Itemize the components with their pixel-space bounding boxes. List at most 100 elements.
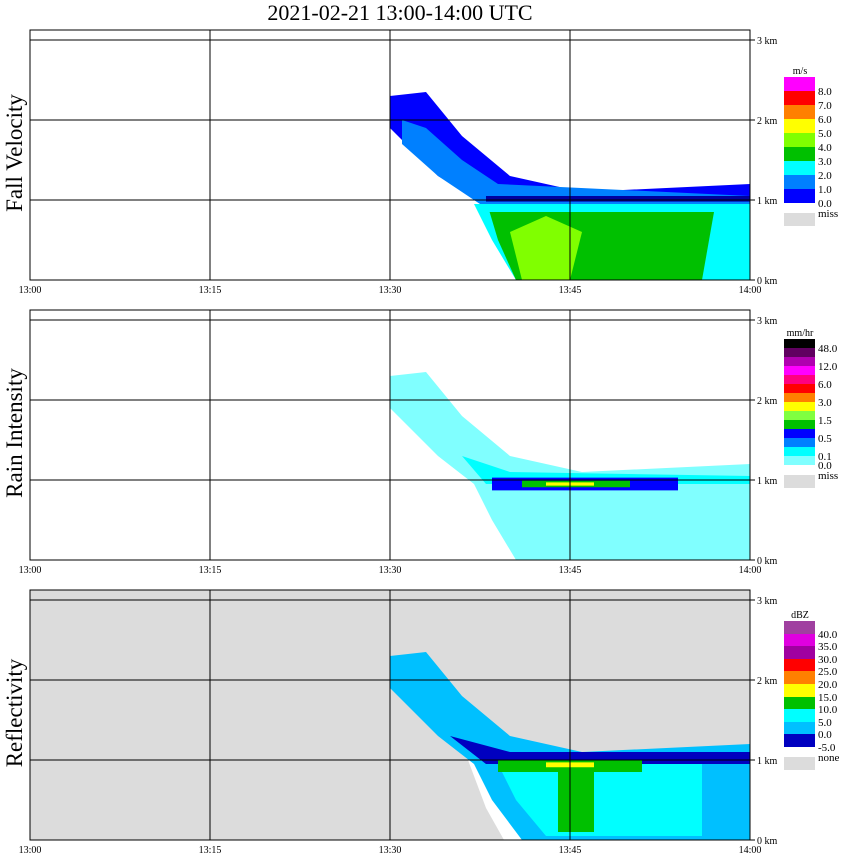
colorbar-swatch: 25.0 bbox=[784, 658, 837, 678]
y-tick-label: 2 km bbox=[757, 116, 778, 127]
x-tick-label: 13:30 bbox=[379, 565, 402, 576]
colorbar-legend: mm/hr 48.0 12.0 6.0 3.0 1.5 0.5 0.1 0.0 miss bbox=[784, 328, 848, 488]
colorbar-swatch: 0.0 bbox=[784, 721, 832, 741]
colorbar-swatch: 5.0 bbox=[784, 119, 832, 140]
missing-label: miss bbox=[818, 208, 839, 220]
colorbar-unit: m/s bbox=[792, 66, 808, 77]
colorbar-label: 48.0 bbox=[818, 343, 838, 355]
colorbar-swatch: 6.0 bbox=[784, 105, 832, 126]
panel-rain-intensity: Rain Intensity 13:00 13:15 13:30 13:45 14:00 0… bbox=[0, 0, 850, 576]
colorbar-label: 5.0 bbox=[818, 716, 832, 729]
x-tick-label: 14:00 bbox=[739, 845, 762, 856]
colorbar-swatch bbox=[784, 366, 815, 375]
colorbar-swatch: 7.0 bbox=[784, 91, 832, 112]
colorbar-label: 35.0 bbox=[818, 641, 838, 654]
colorbar-label: 6.0 bbox=[818, 379, 832, 391]
y-tick-label: 3 km bbox=[757, 316, 778, 327]
colorbar-label: 30.0 bbox=[818, 653, 838, 666]
echo-region bbox=[498, 764, 702, 836]
missing-label: miss bbox=[818, 470, 839, 482]
y-tick-label: 0 km bbox=[757, 836, 778, 847]
colorbar-label: 8.0 bbox=[818, 86, 832, 98]
colorbar-swatch: -5.0 bbox=[784, 734, 835, 754]
colorbar-label: 0.0 bbox=[818, 198, 832, 210]
colorbar-swatch: 1.5 bbox=[784, 411, 832, 427]
missing-swatch: none bbox=[784, 752, 839, 770]
colorbar-swatch bbox=[784, 402, 815, 411]
colorbar-label: 10.0 bbox=[818, 704, 838, 717]
colorbar-label: 3.0 bbox=[818, 397, 832, 409]
y-tick-label: 1 km bbox=[757, 196, 778, 207]
colorbar-label: 1.0 bbox=[818, 184, 832, 196]
y-tick-label: 2 km bbox=[757, 676, 778, 687]
plot-frame bbox=[29, 29, 751, 281]
x-tick-label: 13:00 bbox=[19, 845, 42, 856]
x-tick-label: 13:30 bbox=[379, 845, 402, 856]
x-tick-label: 13:15 bbox=[199, 845, 222, 856]
colorbar-swatch: 1.0 bbox=[784, 175, 832, 196]
x-tick-label: 13:45 bbox=[559, 565, 582, 576]
colorbar-swatch bbox=[784, 438, 815, 447]
colorbar-swatch: 6.0 bbox=[784, 375, 832, 391]
plot-frame bbox=[29, 309, 751, 561]
colorbar-label: 15.0 bbox=[818, 691, 838, 704]
x-tick-label: 13:00 bbox=[19, 285, 42, 296]
colorbar-swatch: 3.0 bbox=[784, 393, 832, 409]
colorbar-label: 6.0 bbox=[818, 114, 832, 126]
missing-swatch: miss bbox=[784, 470, 838, 488]
y-tick-label: 0 km bbox=[757, 556, 778, 567]
colorbar-swatch: 0.0 bbox=[784, 189, 832, 210]
x-tick-label: 13:45 bbox=[559, 845, 582, 856]
colorbar-swatch: 35.0 bbox=[784, 633, 837, 653]
colorbar-swatch: 4.0 bbox=[784, 133, 832, 154]
colorbar-label: -5.0 bbox=[818, 741, 836, 754]
missing-swatch: miss bbox=[784, 208, 838, 226]
colorbar-swatch: 0.5 bbox=[784, 429, 832, 445]
echo-region bbox=[510, 216, 582, 280]
colorbar-label: 25.0 bbox=[818, 666, 838, 679]
x-tick-label: 13:00 bbox=[19, 565, 42, 576]
y-tick-label: 0 km bbox=[757, 276, 778, 287]
colorbar-label: 1.5 bbox=[818, 415, 832, 427]
y-tick-label: 1 km bbox=[757, 476, 778, 487]
x-tick-label: 14:00 bbox=[739, 565, 762, 576]
colorbar-label: 4.0 bbox=[818, 142, 832, 154]
colorbar-swatch: 40.0 bbox=[784, 621, 837, 641]
y-tick-label: 3 km bbox=[757, 596, 778, 607]
colorbar-label: 12.0 bbox=[818, 361, 838, 373]
y-tick-label: 1 km bbox=[757, 756, 778, 767]
colorbar-label: 3.0 bbox=[818, 156, 832, 168]
colorbar-label: 0.0 bbox=[818, 460, 832, 472]
x-tick-label: 13:15 bbox=[199, 285, 222, 296]
colorbar-swatch: 48.0 bbox=[784, 339, 837, 355]
colorbar-label: 0.1 bbox=[818, 451, 832, 463]
y-tick-label: 3 km bbox=[757, 36, 778, 47]
colorbar-label: 40.0 bbox=[818, 628, 838, 641]
echo-region bbox=[390, 372, 750, 560]
colorbar-swatch: 3.0 bbox=[784, 147, 832, 168]
colorbar-swatch: 5.0 bbox=[784, 709, 832, 729]
colorbar-label: 7.0 bbox=[818, 100, 832, 112]
y-tick-label: 2 km bbox=[757, 396, 778, 407]
colorbar-swatch bbox=[784, 384, 815, 393]
echo-region bbox=[462, 456, 750, 484]
plot-frame bbox=[29, 589, 751, 841]
colorbar-swatch: 10.0 bbox=[784, 696, 837, 716]
colorbar-swatch: 0.0 bbox=[784, 456, 832, 472]
echo-region bbox=[558, 772, 594, 832]
colorbar-label: 0.5 bbox=[818, 433, 832, 445]
colorbar-swatch bbox=[784, 348, 815, 357]
colorbar-swatch bbox=[784, 420, 815, 429]
x-tick-label: 14:00 bbox=[739, 285, 762, 296]
missing-label: none bbox=[818, 751, 840, 764]
x-tick-label: 13:15 bbox=[199, 565, 222, 576]
panel-fall-velocity: Fall Velocity 13:00 13:15 13:30 13:45 14:00 0 … bbox=[0, 0, 850, 296]
colorbar-label: 2.0 bbox=[818, 170, 832, 182]
x-tick-label: 13:30 bbox=[379, 285, 402, 296]
colorbar-swatch: 0.1 bbox=[784, 447, 832, 463]
colorbar-swatch: 30.0 bbox=[784, 646, 837, 666]
